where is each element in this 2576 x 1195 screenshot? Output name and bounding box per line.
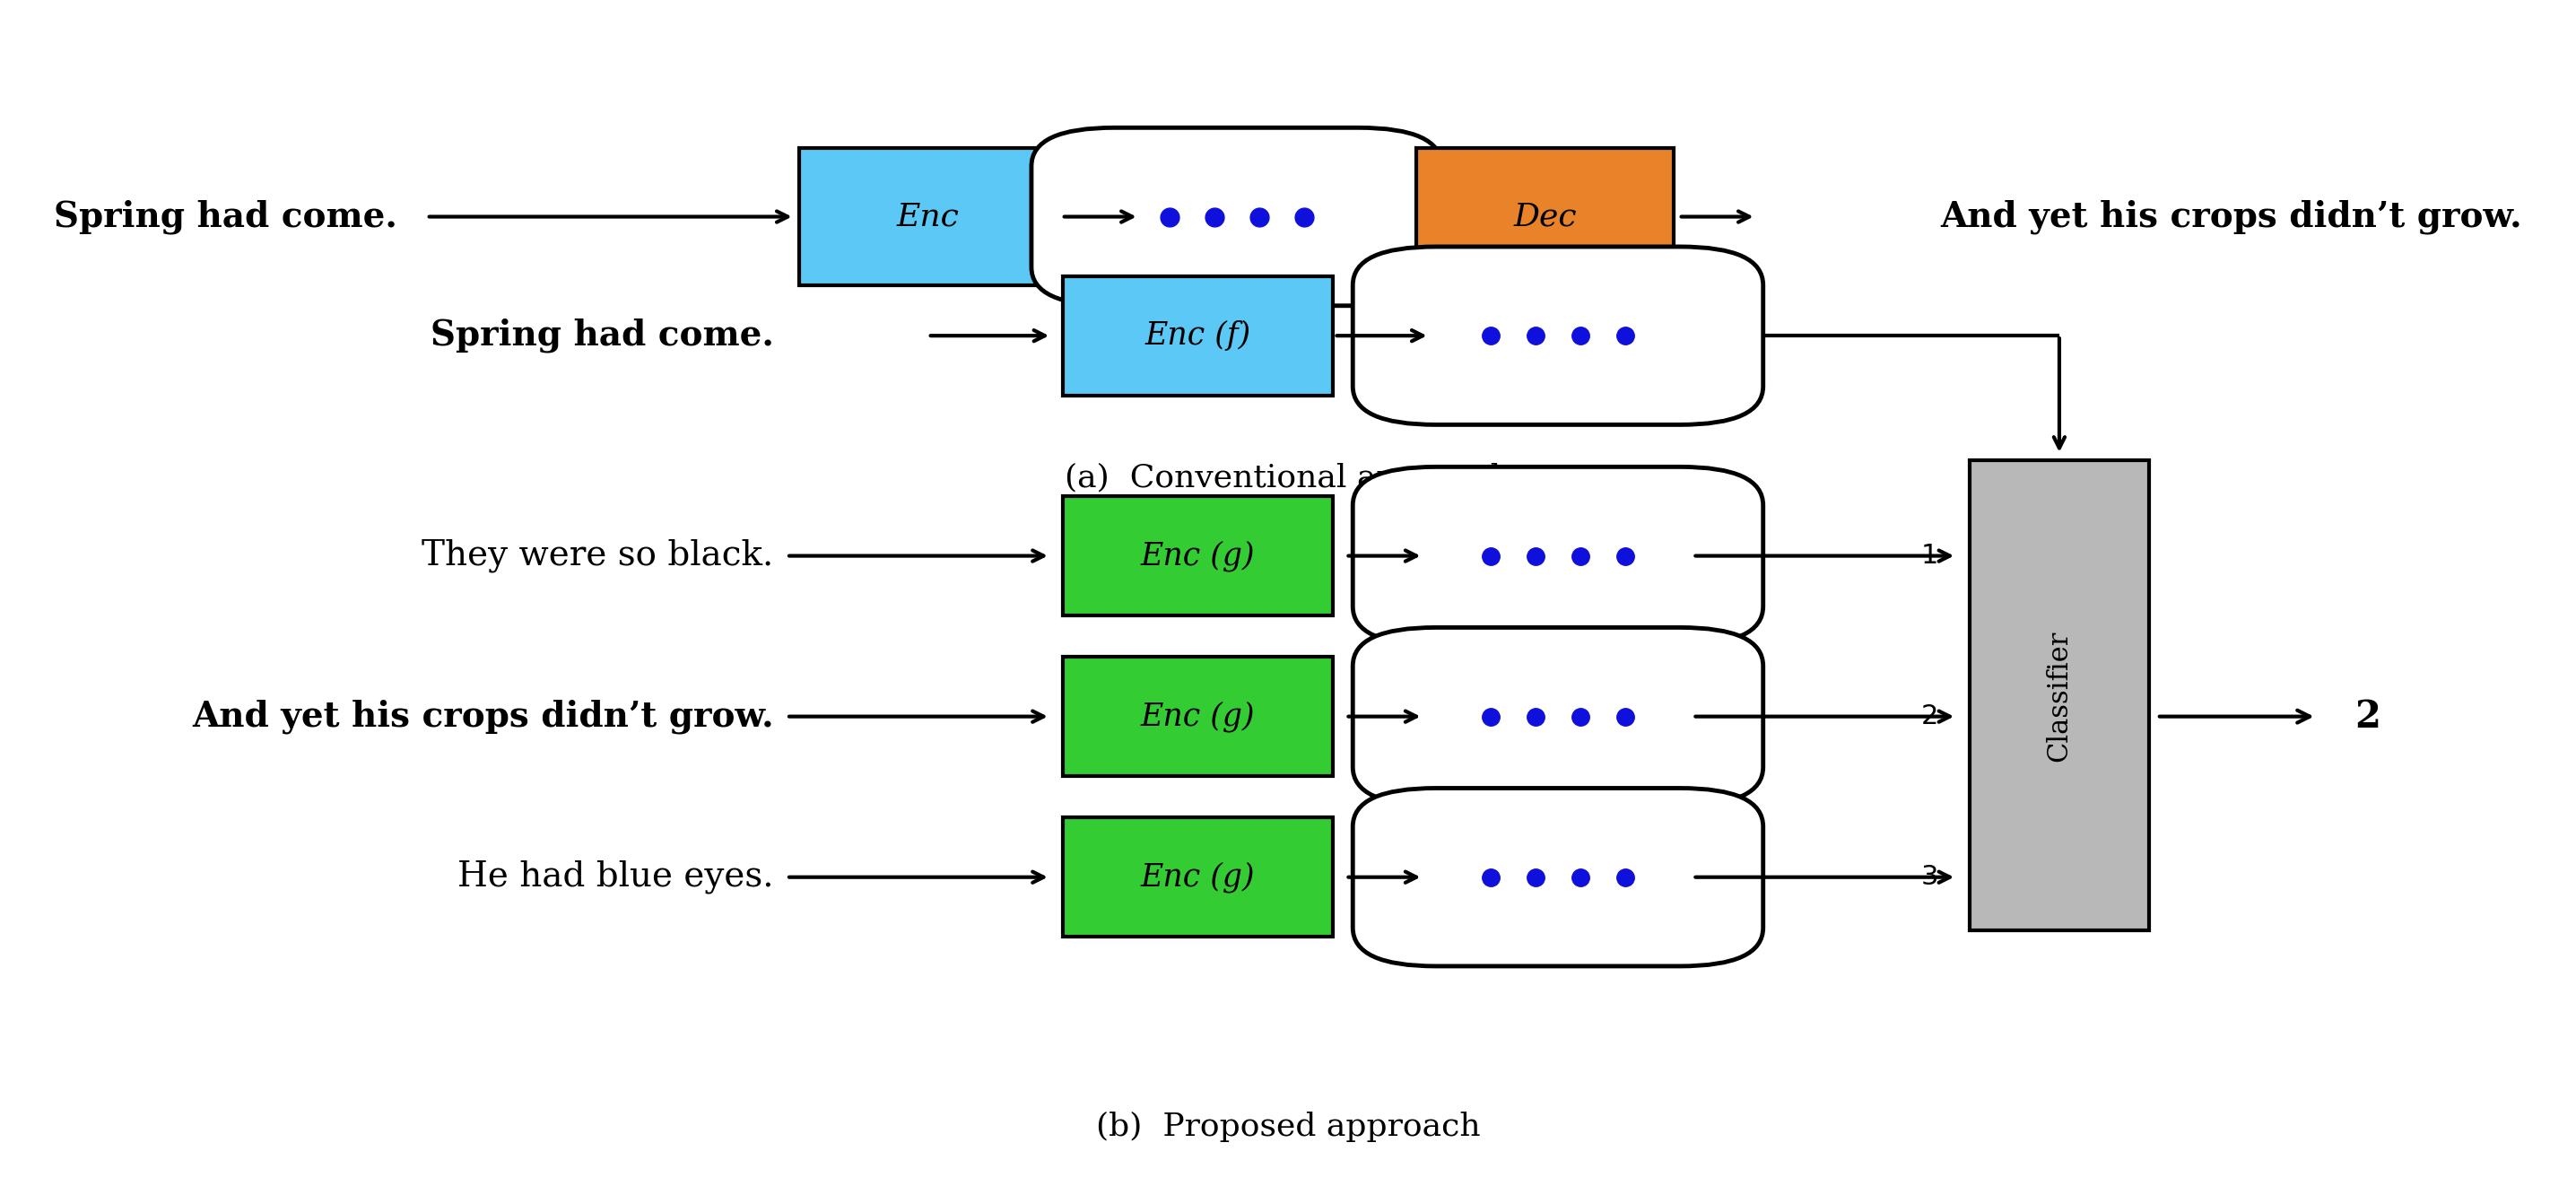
FancyBboxPatch shape [1064, 276, 1332, 396]
Text: Classifier: Classifier [2045, 630, 2074, 761]
FancyBboxPatch shape [1352, 467, 1762, 645]
Text: 2: 2 [2354, 698, 2380, 735]
Text: 2: 2 [1922, 704, 1940, 729]
FancyBboxPatch shape [799, 148, 1056, 286]
FancyBboxPatch shape [1352, 789, 1762, 967]
Text: Enc (g): Enc (g) [1141, 862, 1255, 893]
FancyBboxPatch shape [1417, 148, 1674, 286]
Text: Enc (g): Enc (g) [1141, 701, 1255, 733]
FancyBboxPatch shape [1064, 496, 1332, 615]
Text: Enc: Enc [896, 202, 958, 232]
Text: Spring had come.: Spring had come. [54, 200, 397, 234]
FancyBboxPatch shape [1030, 128, 1443, 306]
Text: Enc (g): Enc (g) [1141, 540, 1255, 571]
FancyBboxPatch shape [1352, 246, 1762, 424]
Text: (a)  Conventional approach: (a) Conventional approach [1064, 464, 1512, 494]
Text: And yet his crops didn’t grow.: And yet his crops didn’t grow. [1940, 200, 2522, 234]
FancyBboxPatch shape [1352, 627, 1762, 805]
Text: 1: 1 [1922, 543, 1940, 569]
Text: Dec: Dec [1515, 202, 1577, 232]
Text: (b)  Proposed approach: (b) Proposed approach [1095, 1111, 1481, 1142]
Text: They were so black.: They were so black. [422, 539, 773, 572]
Text: He had blue eyes.: He had blue eyes. [459, 860, 773, 894]
FancyBboxPatch shape [1064, 657, 1332, 776]
FancyBboxPatch shape [1064, 817, 1332, 937]
Text: Spring had come.: Spring had come. [430, 318, 773, 353]
FancyBboxPatch shape [1968, 460, 2148, 931]
Text: 3: 3 [1922, 864, 1940, 890]
Text: And yet his crops didn’t grow.: And yet his crops didn’t grow. [193, 699, 773, 734]
Text: Enc (f): Enc (f) [1146, 320, 1252, 351]
